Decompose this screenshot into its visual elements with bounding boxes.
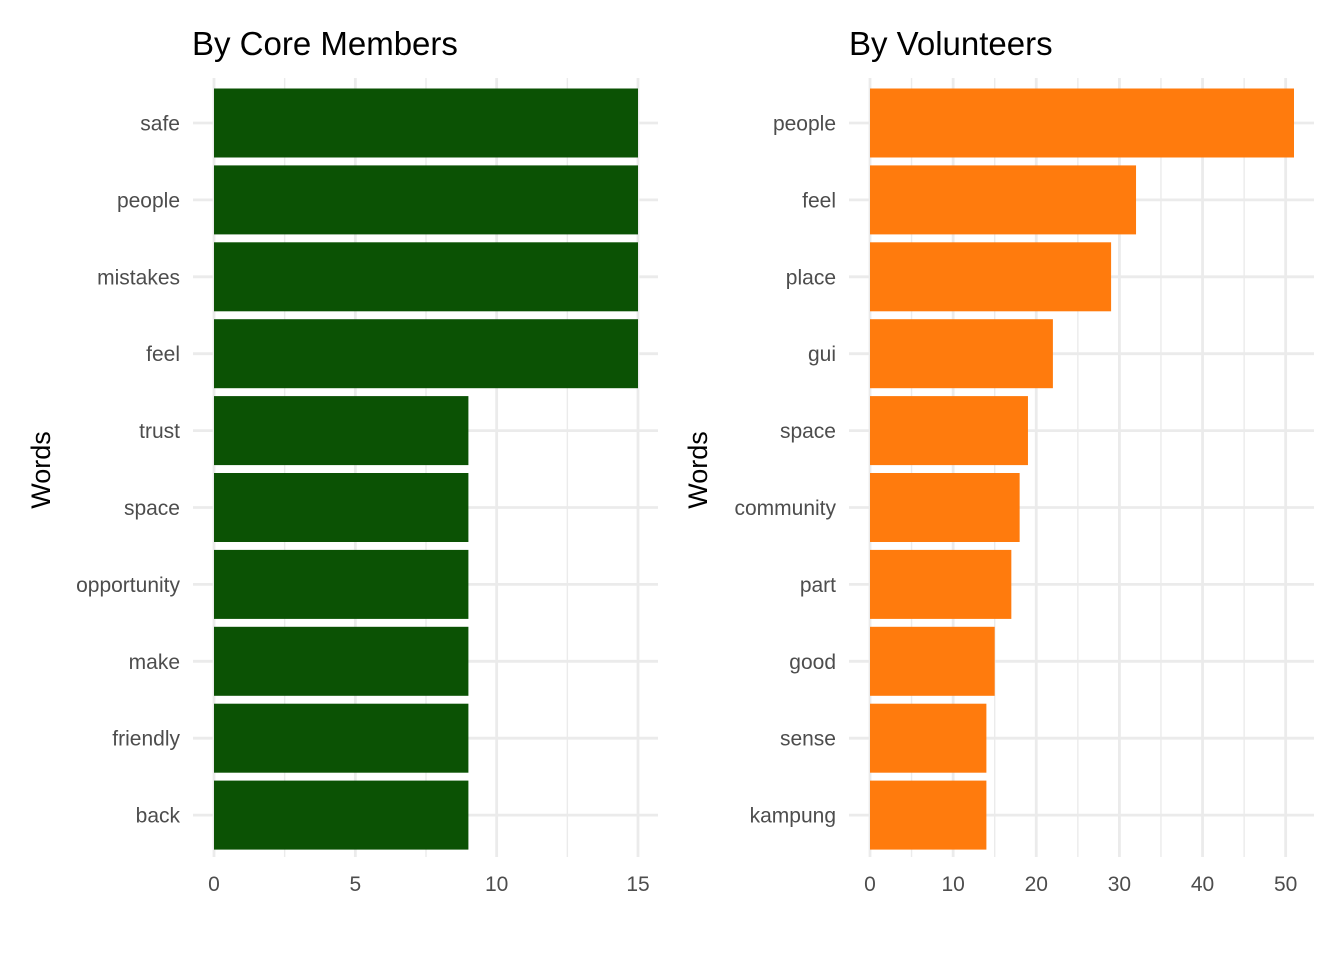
- core-members-x-tick-label: 15: [626, 873, 649, 896]
- core-members-bar-back: [214, 780, 469, 850]
- core-members-panel: By Core Members Words safe people mistakes…: [26, 25, 658, 896]
- volunteers-category-label: feel: [802, 189, 836, 212]
- volunteers-category-label: people: [773, 113, 836, 136]
- volunteers-panel: By Volunteers Words people feel place gui sp…: [683, 25, 1314, 896]
- volunteers-category-label: kampung: [750, 805, 836, 828]
- core-members-title: By Core Members: [192, 25, 458, 62]
- core-members-category-labels: safe people mistakes feel trust space opportun…: [76, 113, 180, 828]
- core-members-x-tick-label: 5: [349, 873, 361, 896]
- core-members-bars: [214, 88, 638, 850]
- volunteers-bar-people: [870, 88, 1294, 158]
- core-members-bar-feel: [214, 319, 638, 389]
- core-members-x-tick-label: 10: [485, 873, 508, 896]
- core-members-category-label: people: [117, 189, 180, 212]
- volunteers-category-labels: people feel place gui space community part good…: [734, 113, 836, 828]
- core-members-bar-make: [214, 626, 469, 696]
- volunteers-bar-feel: [870, 165, 1137, 235]
- core-members-bar-safe: [214, 88, 638, 158]
- volunteers-category-label: space: [780, 420, 836, 443]
- core-members-bar-trust: [214, 396, 469, 466]
- core-members-category-label: friendly: [112, 728, 180, 751]
- volunteers-x-tick-label: 50: [1274, 873, 1297, 896]
- core-members-category-label: opportunity: [76, 574, 180, 597]
- volunteers-x-tick-label: 0: [864, 873, 876, 896]
- core-members-category-label: space: [124, 497, 180, 520]
- core-members-y-axis-label: Words: [26, 431, 56, 509]
- volunteers-category-label: place: [786, 266, 836, 289]
- core-members-bar-opportunity: [214, 549, 469, 619]
- volunteers-bar-part: [870, 549, 1012, 619]
- volunteers-x-tick-labels: 0 10 20 30 40 50: [864, 873, 1297, 896]
- volunteers-bar-community: [870, 473, 1020, 542]
- core-members-category-label: feel: [146, 343, 180, 366]
- volunteers-x-tick-label: 30: [1108, 873, 1131, 896]
- core-members-category-label: trust: [139, 420, 180, 443]
- volunteers-category-label: part: [800, 574, 836, 597]
- core-members-bar-space: [214, 473, 469, 542]
- core-members-bar-mistakes: [214, 242, 638, 312]
- volunteers-title: By Volunteers: [849, 25, 1053, 62]
- core-members-category-label: back: [136, 805, 181, 828]
- volunteers-bar-space: [870, 396, 1028, 466]
- volunteers-bar-good: [870, 626, 995, 696]
- volunteers-x-tick-label: 20: [1025, 873, 1048, 896]
- volunteers-bar-gui: [870, 319, 1053, 389]
- core-members-x-tick-labels: 0 5 10 15: [208, 873, 650, 896]
- volunteers-category-label: community: [734, 497, 836, 520]
- volunteers-x-tick-label: 40: [1191, 873, 1214, 896]
- core-members-bar-people: [214, 165, 638, 235]
- volunteers-bars: [870, 88, 1294, 850]
- volunteers-category-label: sense: [780, 728, 836, 751]
- volunteers-bar-place: [870, 242, 1112, 312]
- volunteers-bar-sense: [870, 703, 987, 773]
- volunteers-category-label: gui: [808, 343, 836, 366]
- volunteers-bar-kampung: [870, 780, 987, 850]
- core-members-x-tick-label: 0: [208, 873, 220, 896]
- volunteers-x-tick-label: 10: [941, 873, 964, 896]
- volunteers-category-label: good: [789, 651, 836, 674]
- core-members-category-label: make: [129, 651, 180, 674]
- core-members-category-label: mistakes: [97, 266, 180, 289]
- volunteers-y-axis-label: Words: [683, 431, 713, 509]
- core-members-category-label: safe: [140, 113, 180, 136]
- core-members-bar-friendly: [214, 703, 469, 773]
